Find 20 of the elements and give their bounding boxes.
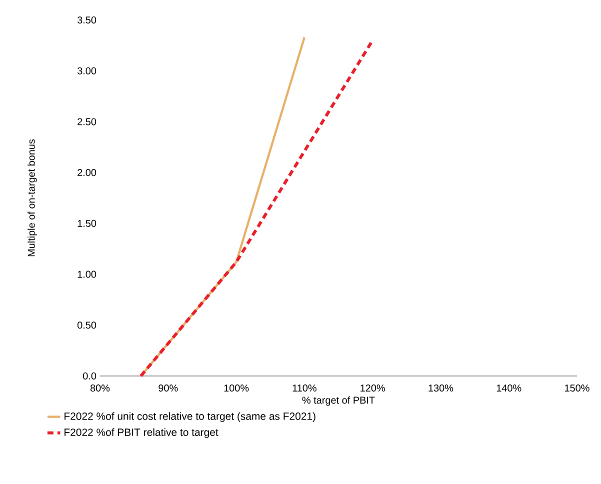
y-tick-label: 3.50 <box>77 16 96 24</box>
x-tick-label: 150% <box>565 384 590 392</box>
y-tick-label: 0.0 <box>83 372 96 380</box>
y-tick-label: 1.50 <box>78 220 96 227</box>
x-tick-label: 120% <box>360 384 385 392</box>
x-tick-label: 90% <box>158 384 178 392</box>
y-tick-label: 1.00 <box>78 270 96 278</box>
x-tick-label: 110% <box>292 384 316 392</box>
x-tick-label: 100% <box>224 384 249 392</box>
y-tick-label: 2.50 <box>78 118 96 126</box>
x-tick-label: 140% <box>496 384 522 392</box>
legend-label: F2022 %of unit cost relative to target (same as F2021) <box>64 412 316 422</box>
y-tick-label: 0.50 <box>77 322 96 329</box>
y-tick-label: 3.00 <box>77 67 96 74</box>
y-axis-title: Multiple of on-target bonus <box>28 139 37 256</box>
x-tick-label: 80% <box>90 384 110 392</box>
legend-label: F2022 %of PBIT relative to target <box>64 428 218 438</box>
y-tick-label: 2.00 <box>78 169 96 176</box>
x-tick-label: 130% <box>428 384 454 392</box>
x-axis-title: % target of PBIT <box>302 396 375 406</box>
